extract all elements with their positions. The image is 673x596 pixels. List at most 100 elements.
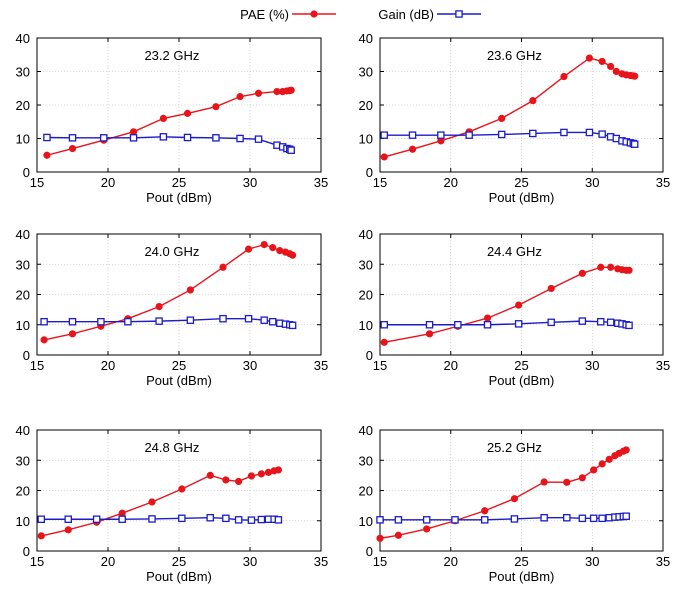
data-point <box>451 516 459 524</box>
data-point <box>560 128 568 137</box>
chart-panel: 15 20 25 30 35 0 10 20 30 40 Pout (dBm) 23.2 GHz <box>16 31 329 205</box>
chart-panel: 15 20 25 30 35 0 10 20 30 40 Pout (dBm) 24.4 GHz <box>359 227 671 388</box>
data-point <box>99 134 108 142</box>
legend: PAE (%) Gain (dB) <box>240 7 481 22</box>
data-point <box>606 318 615 327</box>
data-point <box>380 320 388 329</box>
data-point <box>605 455 613 463</box>
x-tick-label: 30 <box>243 175 257 190</box>
chart-panels: 15 20 25 30 35 0 10 20 30 40 Pout (dBm) 23.2 GHz 15 2… <box>16 31 671 584</box>
data-point <box>289 251 297 259</box>
data-point <box>222 514 230 523</box>
data-point <box>268 317 277 326</box>
x-tick-label: 20 <box>101 175 115 190</box>
x-tick-label: 25 <box>514 175 528 190</box>
x-tick-label: 35 <box>656 175 670 190</box>
data-point <box>97 317 105 326</box>
data-point <box>529 97 537 105</box>
data-point <box>43 151 51 159</box>
chart-panel: 15 20 25 30 35 0 10 20 30 40 Pout (dBm) 25.2 GHz <box>359 423 671 584</box>
x-tick-label: 35 <box>314 175 328 190</box>
x-tick-label: 35 <box>656 554 670 569</box>
data-point <box>425 320 434 329</box>
data-point <box>178 485 186 493</box>
series <box>37 513 283 524</box>
data-point <box>540 513 548 522</box>
data-point <box>178 514 186 523</box>
data-point <box>563 478 571 486</box>
y-tick-label: 40 <box>359 227 373 242</box>
legend-entry: PAE (%) <box>240 7 336 22</box>
data-point <box>155 303 163 311</box>
data-point <box>206 513 214 522</box>
data-point <box>380 338 388 346</box>
data-point <box>547 318 555 327</box>
data-point <box>510 515 519 523</box>
series <box>380 317 633 330</box>
data-point <box>236 93 244 101</box>
data-point <box>510 495 519 503</box>
data-point <box>481 507 489 515</box>
data-point <box>598 514 606 523</box>
data-point <box>254 135 263 143</box>
y-tick-label: 0 <box>366 165 373 180</box>
data-point <box>529 129 537 138</box>
x-axis-label: Pout (dBm) <box>489 190 555 205</box>
y-tick-label: 30 <box>359 65 373 80</box>
data-point <box>607 263 615 271</box>
data-point <box>37 532 45 540</box>
data-point <box>585 54 594 62</box>
y-tick-label: 40 <box>16 31 30 46</box>
series <box>43 133 295 154</box>
y-tick-label: 30 <box>16 257 30 272</box>
data-point <box>560 72 568 81</box>
data-point <box>607 62 615 71</box>
data-point <box>148 498 156 506</box>
data-point <box>68 317 77 326</box>
y-tick-label: 30 <box>16 453 30 468</box>
data-point <box>260 316 268 324</box>
x-tick-label: 15 <box>30 358 44 373</box>
data-point <box>222 476 230 484</box>
data-point <box>68 144 77 153</box>
y-tick-label: 10 <box>359 514 373 529</box>
legend-label: PAE (%) <box>240 7 289 22</box>
y-tick-label: 0 <box>366 544 373 559</box>
data-point <box>274 466 282 474</box>
data-point <box>497 130 506 139</box>
x-tick-label: 20 <box>444 175 458 190</box>
series <box>376 446 630 542</box>
data-point <box>68 134 77 142</box>
data-point <box>380 153 388 161</box>
data-point <box>454 320 462 329</box>
data-point <box>186 286 194 294</box>
data-point <box>254 89 263 97</box>
series <box>376 512 630 524</box>
x-axis-label: Pout (dBm) <box>489 569 555 584</box>
x-tick-label: 25 <box>514 554 528 569</box>
data-point <box>92 515 101 523</box>
x-axis-label: Pout (dBm) <box>146 373 212 388</box>
data-point <box>547 284 555 293</box>
x-tick-label: 35 <box>314 358 328 373</box>
data-point <box>155 317 163 325</box>
y-tick-label: 0 <box>366 348 373 363</box>
series <box>380 128 639 148</box>
x-tick-label: 30 <box>585 554 599 569</box>
data-point <box>274 516 283 524</box>
data-point <box>590 466 598 474</box>
data-point <box>589 514 598 523</box>
data-point <box>480 516 489 524</box>
x-tick-label: 25 <box>514 358 528 373</box>
y-tick-label: 20 <box>16 288 30 303</box>
data-point <box>422 516 431 524</box>
x-tick-label: 15 <box>30 554 44 569</box>
x-tick-label: 15 <box>373 175 387 190</box>
data-point <box>514 320 523 328</box>
data-point <box>598 57 606 66</box>
data-point <box>483 320 492 329</box>
chart-panel: 15 20 25 30 35 0 10 20 30 40 Pout (dBm) 24.0 GHz <box>16 227 329 388</box>
data-point <box>596 317 605 326</box>
data-point <box>247 516 256 524</box>
panel-title: 25.2 GHz <box>487 440 542 455</box>
